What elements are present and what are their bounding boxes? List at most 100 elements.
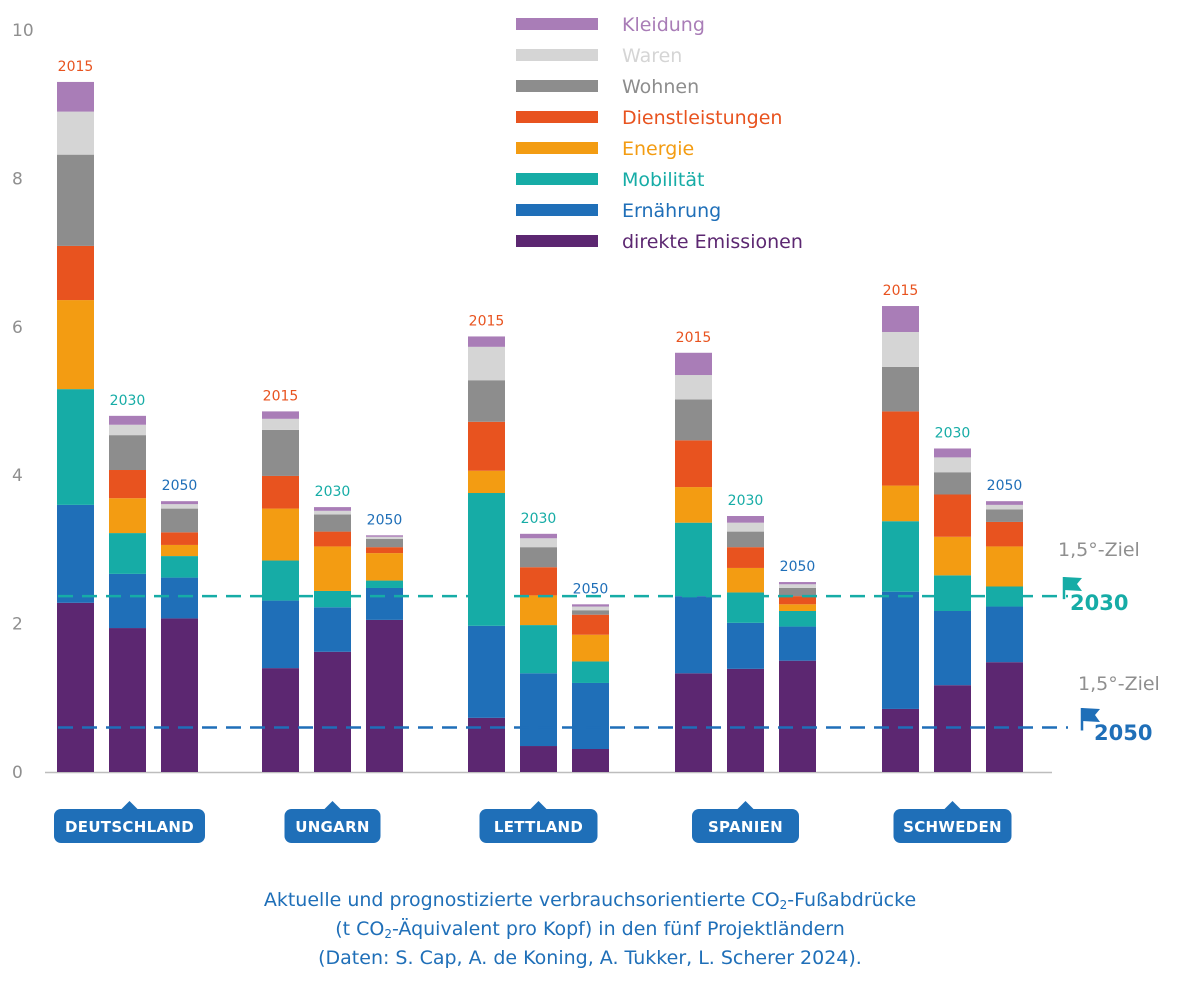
bar-year-label: 2015: [676, 330, 712, 346]
bar-segment: [57, 81, 94, 112]
pill-pointer: [323, 801, 342, 810]
bar-segment: [161, 618, 198, 772]
bar-segment: [675, 522, 712, 597]
legend: Kleidung Waren Wohnen Dienstleistungen Energ…: [516, 14, 803, 253]
y-tick-label: 0: [12, 763, 23, 783]
bar-segment: [934, 448, 971, 458]
bar-segment: [468, 625, 505, 718]
bar-segment: [314, 510, 351, 515]
bar-segment: [572, 748, 609, 772]
bar-segment: [366, 553, 403, 581]
bar-year-label: 2050: [780, 559, 816, 575]
country-label: LETTLAND: [494, 818, 583, 836]
bar-segment: [366, 535, 403, 537]
target-year: 2030: [1070, 591, 1128, 615]
bar-segment: [675, 673, 712, 772]
bar-segment: [986, 504, 1023, 510]
bar-segment: [934, 536, 971, 576]
bars: 2015 2030 2050 2015 2030 2050 2015 2030 2050 2015…: [57, 59, 1023, 772]
bar-segment: [161, 504, 198, 509]
bar-segment: [727, 547, 764, 568]
bar-segment: [314, 590, 351, 608]
legend-swatch: [516, 80, 598, 92]
bar-segment: [314, 607, 351, 652]
bar-segment: [727, 567, 764, 593]
bar-segment: [109, 573, 146, 629]
target-lines: 1,5°-Ziel 2030 1,5°-Ziel 2050: [58, 539, 1160, 745]
bar-segment: [314, 514, 351, 532]
country-label: UNGARN: [295, 818, 370, 836]
bar-segment: [727, 622, 764, 669]
bar-segment: [779, 626, 816, 661]
bar-segment: [572, 606, 609, 611]
bar-year-label: 2015: [263, 388, 299, 404]
legend-swatch: [516, 235, 598, 247]
bar-segment: [468, 717, 505, 772]
legend-label: Waren: [622, 45, 682, 67]
legend-label: Wohnen: [622, 76, 699, 98]
country-label: DEUTSCHLAND: [65, 818, 194, 836]
bar-segment: [57, 602, 94, 772]
bar-segment: [109, 435, 146, 471]
legend-label: Mobilität: [622, 169, 704, 191]
bar-segment: [262, 411, 299, 419]
bar-segment: [109, 470, 146, 499]
bar-year-label: 2030: [728, 493, 764, 509]
bar-segment: [262, 560, 299, 601]
bar-segment: [882, 306, 919, 332]
bar-segment: [520, 567, 557, 596]
bar-segment: [109, 533, 146, 574]
bar-segment: [468, 380, 505, 422]
legend-swatch: [516, 18, 598, 30]
bar-year-label: 2050: [367, 512, 403, 528]
flag-icon: [1064, 577, 1082, 591]
bar-segment: [366, 539, 403, 548]
bar-segment: [572, 614, 609, 635]
bar-segment: [675, 399, 712, 441]
legend-label: Kleidung: [622, 14, 705, 36]
bar-year-label: 2015: [58, 59, 94, 75]
pill-pointer: [120, 801, 139, 810]
bar-year-label: 2030: [521, 511, 557, 527]
bar-segment: [57, 389, 94, 505]
pill-pointer: [943, 801, 962, 810]
bar-segment: [934, 610, 971, 686]
legend-swatch: [516, 142, 598, 154]
bar-segment: [986, 501, 1023, 505]
bar-segment: [366, 587, 403, 620]
axes: 0 2 4 6 8 10: [12, 21, 1052, 783]
bar-segment: [520, 538, 557, 548]
y-tick-label: 6: [12, 318, 23, 338]
bar-segment: [262, 475, 299, 509]
bar-segment: [572, 634, 609, 662]
bar-segment: [986, 662, 1023, 772]
bar-segment: [366, 547, 403, 554]
bar-segment: [314, 546, 351, 591]
bar-year-label: 2030: [935, 425, 971, 441]
country-label: SPANIEN: [708, 818, 783, 836]
bar-year-label: 2015: [469, 313, 505, 329]
legend-swatch: [516, 204, 598, 216]
bar-segment: [572, 661, 609, 683]
bar-segment: [727, 531, 764, 548]
legend-label: Ernährung: [622, 200, 721, 222]
bar-segment: [675, 440, 712, 488]
bar-segment: [882, 366, 919, 412]
bar-segment: [161, 532, 198, 545]
caption-line-1: Aktuelle und prognostizierte verbrauchso…: [263, 889, 917, 912]
bar-segment: [882, 411, 919, 486]
pill-pointer: [736, 801, 755, 810]
bar-segment: [262, 508, 299, 561]
bar-year-label: 2030: [315, 484, 351, 500]
bar-segment: [779, 596, 816, 605]
bar-segment: [520, 533, 557, 539]
bar-segment: [779, 660, 816, 772]
bar-segment: [161, 544, 198, 557]
bar-segment: [109, 498, 146, 534]
bar-segment: [468, 346, 505, 381]
bar-segment: [882, 485, 919, 522]
bar-segment: [366, 536, 403, 540]
bar-segment: [779, 584, 816, 588]
bar-segment: [779, 604, 816, 611]
bar-segment: [779, 610, 816, 627]
